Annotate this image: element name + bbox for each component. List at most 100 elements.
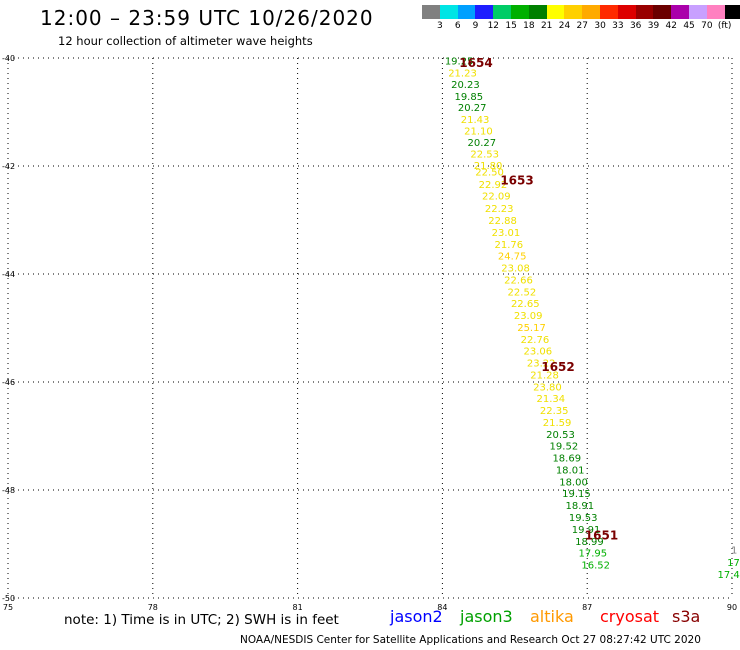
chart-title: 12:00 – 23:59 UTC 10/26/2020 [40,6,374,30]
color-swatch [439,5,458,19]
legend-jason2: jason2 [390,607,443,626]
y-tick-label: -42 [2,162,15,171]
data-point-label: 21.28 [530,370,559,381]
data-point-label: 22.65 [511,299,540,310]
color-scale-label: 21 [540,21,553,31]
color-swatch [493,5,511,19]
data-point-label: 1 [731,545,737,556]
data-point-label: 18.01 [556,465,585,476]
data-point-label: 23.22 [527,359,556,370]
y-tick-label: -50 [2,594,15,603]
legend-cryosat: cryosat [600,607,660,626]
color-swatch [422,5,440,19]
y-tick-label: -48 [2,486,15,495]
data-point-label: 23.01 [492,228,521,239]
data-point-label: 21.34 [537,394,566,405]
data-point-label: 18.00 [559,477,588,488]
time-annotation: 1652 [541,360,574,374]
color-scale-label: 39 [647,21,660,31]
data-point-label: 22.76 [521,335,550,346]
color-scale-label: 18 [523,21,535,31]
data-point-label: 16.52 [581,561,610,572]
y-tick-label: -44 [2,270,15,279]
color-scale-label: 42 [665,21,677,31]
data-point-label: 23.08 [501,264,530,275]
data-point-label: 21.23 [448,69,477,80]
color-scale-label: 12 [487,21,500,31]
data-point-label: 22.92 [479,180,508,191]
color-swatch [599,5,618,19]
data-point-label: 21.80 [474,161,503,172]
x-tick-label: 87 [582,603,592,612]
data-point-label: 22.88 [488,216,517,227]
color-swatch [617,5,636,19]
color-swatch [564,5,583,19]
data-point-label: 19.52 [550,442,579,453]
x-tick-label: 75 [3,603,13,612]
data-point-label: 17.95 [579,549,608,560]
data-point-label: 22.66 [504,275,533,286]
color-scale-label: (ft) [717,21,732,31]
data-point-label: 20.27 [458,103,487,114]
color-swatch [653,5,672,19]
footer-credit: NOAA/NESDIS Center for Satellite Applica… [240,634,701,646]
data-point-label: 18.91 [565,501,594,512]
data-point-label: 17.40 [718,570,740,581]
color-swatch [546,5,565,19]
color-scale-label: 9 [472,21,479,31]
y-tick-label: -40 [2,54,15,63]
color-swatch [706,5,725,19]
color-scale-label: 24 [558,21,571,31]
data-point-label: 23.09 [514,311,543,322]
data-point-label: 22.23 [485,204,514,215]
data-point-label: 19.85 [454,92,483,103]
time-annotation: 1654 [459,56,492,70]
color-scale-label: 30 [594,21,606,31]
data-point-label: 25.17 [517,323,546,334]
color-scale-label: 45 [683,21,695,31]
color-scale-bar [422,5,740,19]
color-scale-label: 15 [505,21,517,31]
data-point-label: 21.59 [543,418,572,429]
data-point-label: 20.53 [546,430,575,441]
data-point-label: 23.06 [523,347,552,358]
data-point-label: 19.91 [572,525,601,536]
data-point-label: 19.25 [445,57,474,68]
color-scale-label: 33 [612,21,624,31]
color-swatch [635,5,654,19]
data-point-label: 23.80 [533,382,562,393]
data-point-label: 17 [727,558,740,569]
chart-subtitle: 12 hour collection of altimeter wave hei… [58,34,313,48]
data-point-label: 22.09 [482,192,511,203]
data-point-label: 22.35 [540,406,569,417]
note-text: note: 1) Time is in UTC; 2) SWH is in fe… [64,612,339,628]
data-point-label: 20.23 [451,80,480,91]
data-point-label: 19.15 [562,489,591,500]
color-scale-labels: 3 6 9 12 15 18 21 24 27 30 33 36 39 42 45 70 (ft) [422,21,734,31]
x-tick-label: 84 [437,603,447,612]
time-annotation: 1651 [585,528,618,542]
data-point-label: 18.69 [552,454,581,465]
color-swatch [688,5,707,19]
color-scale-label: 36 [629,21,642,31]
data-point-label: 18.99 [575,537,604,548]
data-point-label: 20.27 [467,138,496,149]
x-tick-label: 81 [293,603,303,612]
legend-s3a: s3a [672,607,701,626]
color-swatch [582,5,600,19]
data-point-label: 22.52 [508,287,537,298]
color-swatch [510,5,529,19]
data-point-label: 22.50 [475,167,504,178]
data-point-label: 22.53 [470,150,499,161]
x-tick-label: 90 [727,603,737,612]
color-scale-label: 3 [437,21,443,31]
data-point-label: 21.43 [461,115,490,126]
color-swatch [457,5,476,19]
data-point-label: 24.75 [498,252,527,263]
y-tick-label: -46 [2,378,15,387]
color-swatch [671,5,689,19]
data-point-label: 21.76 [495,240,524,251]
color-scale-label: 6 [454,21,461,31]
data-point-label: 19.53 [569,513,598,524]
